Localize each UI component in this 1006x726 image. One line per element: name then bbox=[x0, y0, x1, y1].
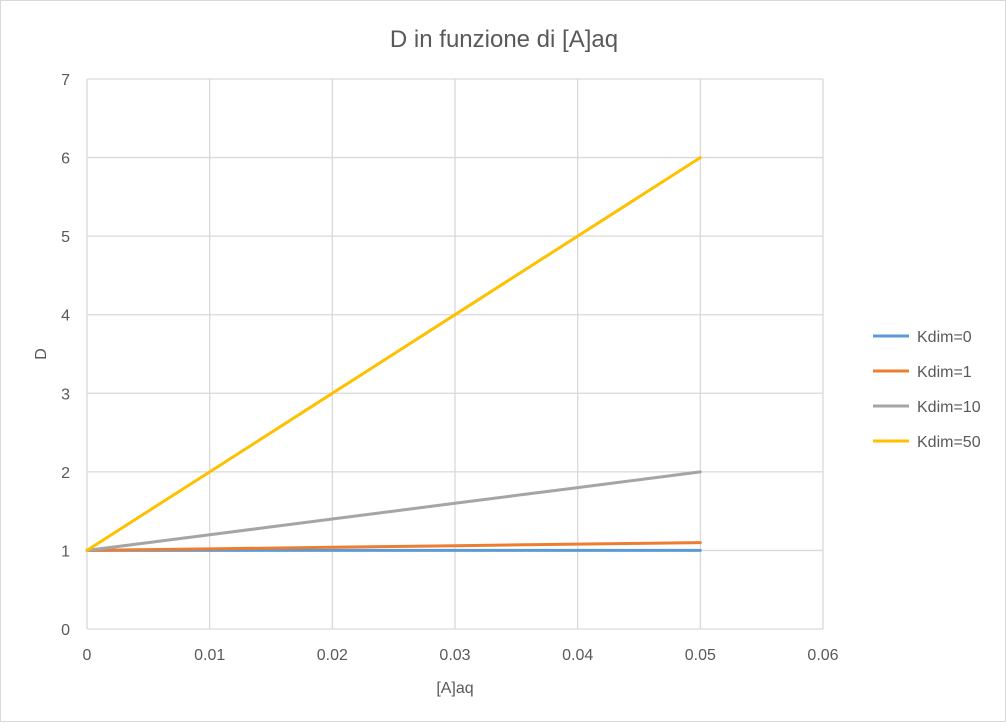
y-tick-label: 6 bbox=[61, 151, 70, 168]
series-line-kdim-10 bbox=[85, 470, 702, 552]
legend: Kdim=0 Kdim=1 Kdim=10 Kdim=50 bbox=[873, 329, 981, 451]
x-tick-label: 0.03 bbox=[439, 647, 470, 664]
y-tick-label: 3 bbox=[61, 386, 70, 403]
y-tick-label: 1 bbox=[61, 543, 70, 560]
y-axis-label: D bbox=[33, 348, 50, 360]
legend-label: Kdim=1 bbox=[917, 364, 972, 381]
y-tick-label: 7 bbox=[61, 72, 70, 89]
series-line-kdim-50 bbox=[85, 156, 702, 552]
series-lines bbox=[85, 156, 702, 552]
legend-label: Kdim=10 bbox=[917, 399, 981, 416]
legend-label: Kdim=50 bbox=[917, 434, 981, 451]
x-tick-label: 0.05 bbox=[685, 647, 716, 664]
x-tick-label: 0.06 bbox=[807, 647, 838, 664]
x-tick-label: 0.01 bbox=[194, 647, 225, 664]
y-tick-labels: 0 1 2 3 4 5 6 7 bbox=[61, 72, 70, 639]
x-tick-label: 0 bbox=[83, 647, 92, 664]
y-tick-label: 5 bbox=[61, 229, 70, 246]
series-line-kdim-1 bbox=[85, 541, 702, 552]
legend-label: Kdim=0 bbox=[917, 329, 972, 346]
x-tick-label: 0.04 bbox=[562, 647, 593, 664]
x-tick-label: 0.02 bbox=[317, 647, 348, 664]
x-tick-labels: 0 0.01 0.02 0.03 0.04 0.05 0.06 bbox=[83, 647, 839, 664]
y-tick-label: 4 bbox=[61, 308, 70, 325]
y-tick-label: 0 bbox=[61, 622, 70, 639]
chart-title: D in funzione di [A]aq bbox=[390, 26, 618, 53]
x-axis-label: [A]aq bbox=[436, 680, 473, 697]
y-tick-label: 2 bbox=[61, 465, 70, 482]
